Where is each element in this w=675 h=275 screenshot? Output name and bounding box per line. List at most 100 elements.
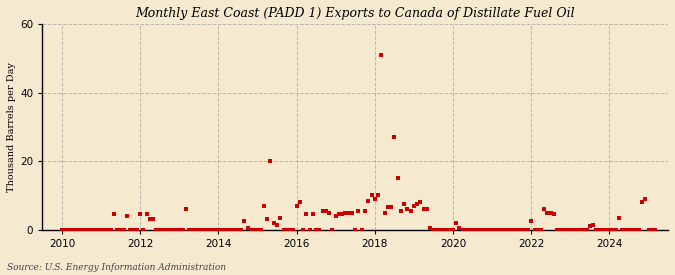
Point [151, 228, 162, 232]
Point [255, 228, 266, 232]
Point [532, 228, 543, 232]
Point [421, 207, 432, 211]
Point [353, 209, 364, 213]
Point [477, 228, 488, 232]
Point [246, 228, 256, 232]
Point [196, 228, 207, 232]
Point [408, 204, 419, 208]
Point [529, 228, 540, 232]
Point [135, 212, 146, 216]
Point [513, 228, 524, 232]
Point [242, 226, 253, 230]
Point [608, 228, 618, 232]
Point [470, 228, 481, 232]
Point [435, 228, 446, 232]
Point [428, 228, 439, 232]
Point [637, 200, 647, 205]
Point [522, 228, 533, 232]
Point [157, 228, 168, 232]
Point [545, 210, 556, 215]
Point [519, 228, 530, 232]
Point [109, 212, 119, 216]
Point [585, 224, 595, 229]
Point [57, 228, 68, 232]
Point [89, 228, 100, 232]
Point [324, 210, 335, 215]
Point [396, 209, 406, 213]
Point [640, 197, 651, 201]
Point [219, 228, 230, 232]
Point [314, 228, 325, 232]
Point [558, 228, 569, 232]
Point [252, 228, 263, 232]
Point [571, 228, 582, 232]
Point [483, 228, 494, 232]
Point [327, 228, 338, 232]
Point [643, 228, 654, 232]
Point [193, 228, 204, 232]
Point [500, 228, 510, 232]
Point [601, 228, 612, 232]
Point [369, 197, 380, 201]
Point [265, 159, 276, 163]
Point [92, 228, 103, 232]
Point [552, 228, 563, 232]
Point [207, 228, 217, 232]
Point [343, 210, 354, 215]
Point [647, 228, 657, 232]
Point [307, 212, 318, 216]
Point [190, 228, 201, 232]
Point [337, 212, 348, 216]
Point [617, 228, 628, 232]
Point [481, 228, 491, 232]
Point [458, 228, 468, 232]
Point [167, 228, 178, 232]
Point [118, 228, 129, 232]
Point [291, 204, 302, 208]
Point [392, 176, 403, 180]
Y-axis label: Thousand Barrels per Day: Thousand Barrels per Day [7, 62, 16, 192]
Point [122, 214, 132, 218]
Point [70, 228, 80, 232]
Point [588, 222, 599, 227]
Point [232, 228, 243, 232]
Point [304, 228, 315, 232]
Point [412, 202, 423, 206]
Point [141, 212, 152, 216]
Point [539, 207, 549, 211]
Point [301, 212, 312, 216]
Point [333, 212, 344, 216]
Point [161, 228, 171, 232]
Point [125, 228, 136, 232]
Text: Source: U.S. Energy Information Administration: Source: U.S. Energy Information Administ… [7, 263, 225, 272]
Point [510, 228, 520, 232]
Point [399, 202, 410, 206]
Point [493, 228, 504, 232]
Point [321, 209, 331, 213]
Point [154, 228, 165, 232]
Point [467, 228, 478, 232]
Point [581, 228, 592, 232]
Point [448, 228, 458, 232]
Point [148, 217, 159, 222]
Point [506, 228, 517, 232]
Point [373, 193, 383, 198]
Point [203, 228, 214, 232]
Point [66, 228, 77, 232]
Point [578, 228, 589, 232]
Point [259, 204, 269, 208]
Point [363, 198, 374, 203]
Point [568, 228, 579, 232]
Point [187, 228, 198, 232]
Point [268, 221, 279, 225]
Point [164, 228, 175, 232]
Point [382, 205, 393, 210]
Point [405, 209, 416, 213]
Point [144, 217, 155, 222]
Point [389, 135, 400, 139]
Point [562, 228, 572, 232]
Point [230, 228, 240, 232]
Point [614, 216, 624, 220]
Point [105, 228, 116, 232]
Point [294, 200, 305, 205]
